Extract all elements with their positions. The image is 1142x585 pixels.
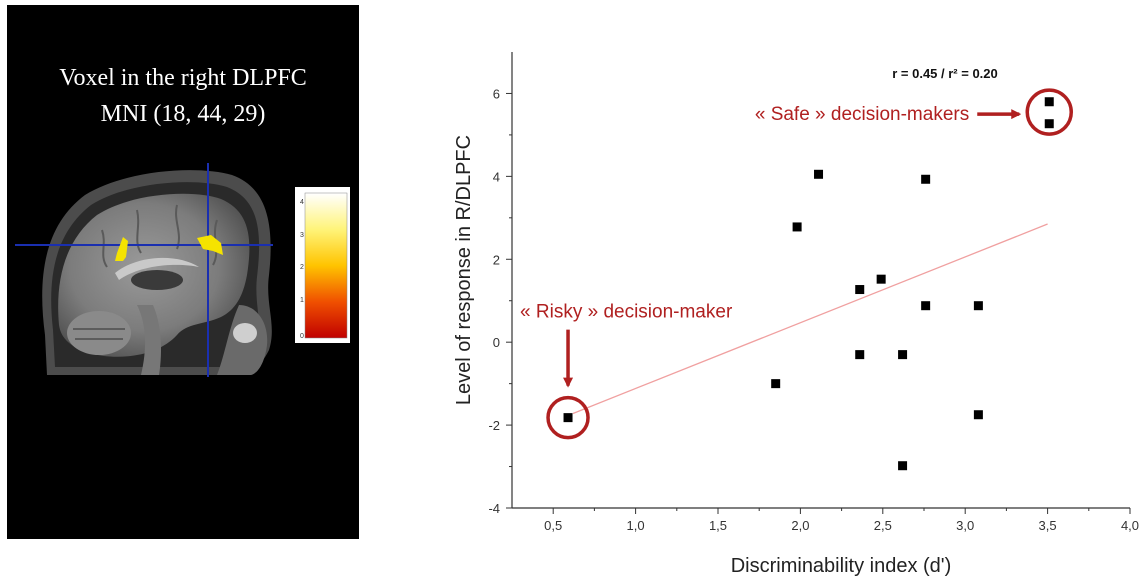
x-tick-label: 4,0 (1121, 518, 1139, 533)
regression-line (572, 223, 1048, 415)
activation-cluster-left (115, 237, 128, 261)
data-point (814, 169, 824, 179)
scatter-chart: -4 -2 0 2 4 6 0,5 1,0 1,5 2,0 2,5 3,0 3,5 4,0 Discrim… (453, 52, 1139, 577)
regression-line-group (572, 223, 1048, 415)
data-point (876, 274, 886, 284)
safe-highlight-circle (1025, 88, 1073, 136)
data-point (1044, 97, 1054, 107)
x-tick-label: 3,5 (1039, 518, 1057, 533)
chart-axes (511, 52, 1130, 509)
colorbar-tick-2: 2 (300, 264, 304, 271)
data-points (563, 97, 1054, 471)
chart-ticks: -4 -2 0 2 4 6 0,5 1,0 1,5 2,0 2,5 3,0 3,5 4,0 (488, 86, 1139, 533)
y-tick-label: 2 (493, 252, 500, 267)
x-tick-label: 0,5 (544, 518, 562, 533)
data-point (855, 285, 865, 295)
risky-highlight-circle (546, 395, 590, 440)
data-point (855, 350, 865, 360)
brain-caption-line1: Voxel in the right DLPFC (59, 65, 307, 91)
y-tick-label: 0 (493, 335, 500, 350)
data-point (898, 461, 908, 471)
x-axis-label: Discriminability index (d') (731, 555, 952, 577)
risky-decision-maker-label: « Risky » decision-maker (520, 302, 733, 323)
data-point (921, 174, 931, 184)
y-axis-label: Level of response in R/DLPFC (453, 135, 475, 405)
x-tick-label: 3,0 (956, 518, 974, 533)
safe-decision-makers-label: « Safe » decision-makers (755, 104, 969, 125)
x-tick-label: 2,0 (791, 518, 809, 533)
colorbar-tick-1: 1 (300, 297, 304, 304)
data-point (921, 301, 931, 311)
y-tick-label: -2 (488, 418, 500, 433)
x-tick-label: 2,5 (874, 518, 892, 533)
colorbar-tick-4: 4 (300, 199, 304, 206)
x-tick-label: 1,0 (627, 518, 645, 533)
y-tick-label: 6 (493, 86, 500, 101)
data-point (1044, 119, 1054, 129)
colorbar-tick-0: 0 (300, 333, 304, 340)
y-tick-label: 4 (493, 169, 500, 184)
brain-caption-line2: MNI (18, 44, 29) (100, 101, 266, 127)
mri-slice-figure: 4 3 2 1 0 (15, 163, 350, 377)
sagittal-mri-slice-icon (42, 170, 272, 375)
data-point (898, 350, 908, 360)
colorbar-tick-3: 3 (300, 232, 304, 239)
data-point (973, 301, 983, 311)
activation-colorbar-icon: 4 3 2 1 0 (295, 187, 350, 343)
data-point (563, 413, 573, 423)
brain-panel: Voxel in the right DLPFC MNI (18, 44, 29… (7, 5, 359, 539)
x-tick-label: 1,5 (709, 518, 727, 533)
correlation-annotation: r = 0.45 / r² = 0.20 (892, 66, 998, 81)
data-point (973, 410, 983, 420)
y-tick-label: -4 (488, 501, 500, 516)
data-point (792, 222, 802, 232)
data-point (771, 379, 781, 389)
chart-annotations (546, 88, 1073, 440)
activation-cluster-right (197, 235, 223, 255)
